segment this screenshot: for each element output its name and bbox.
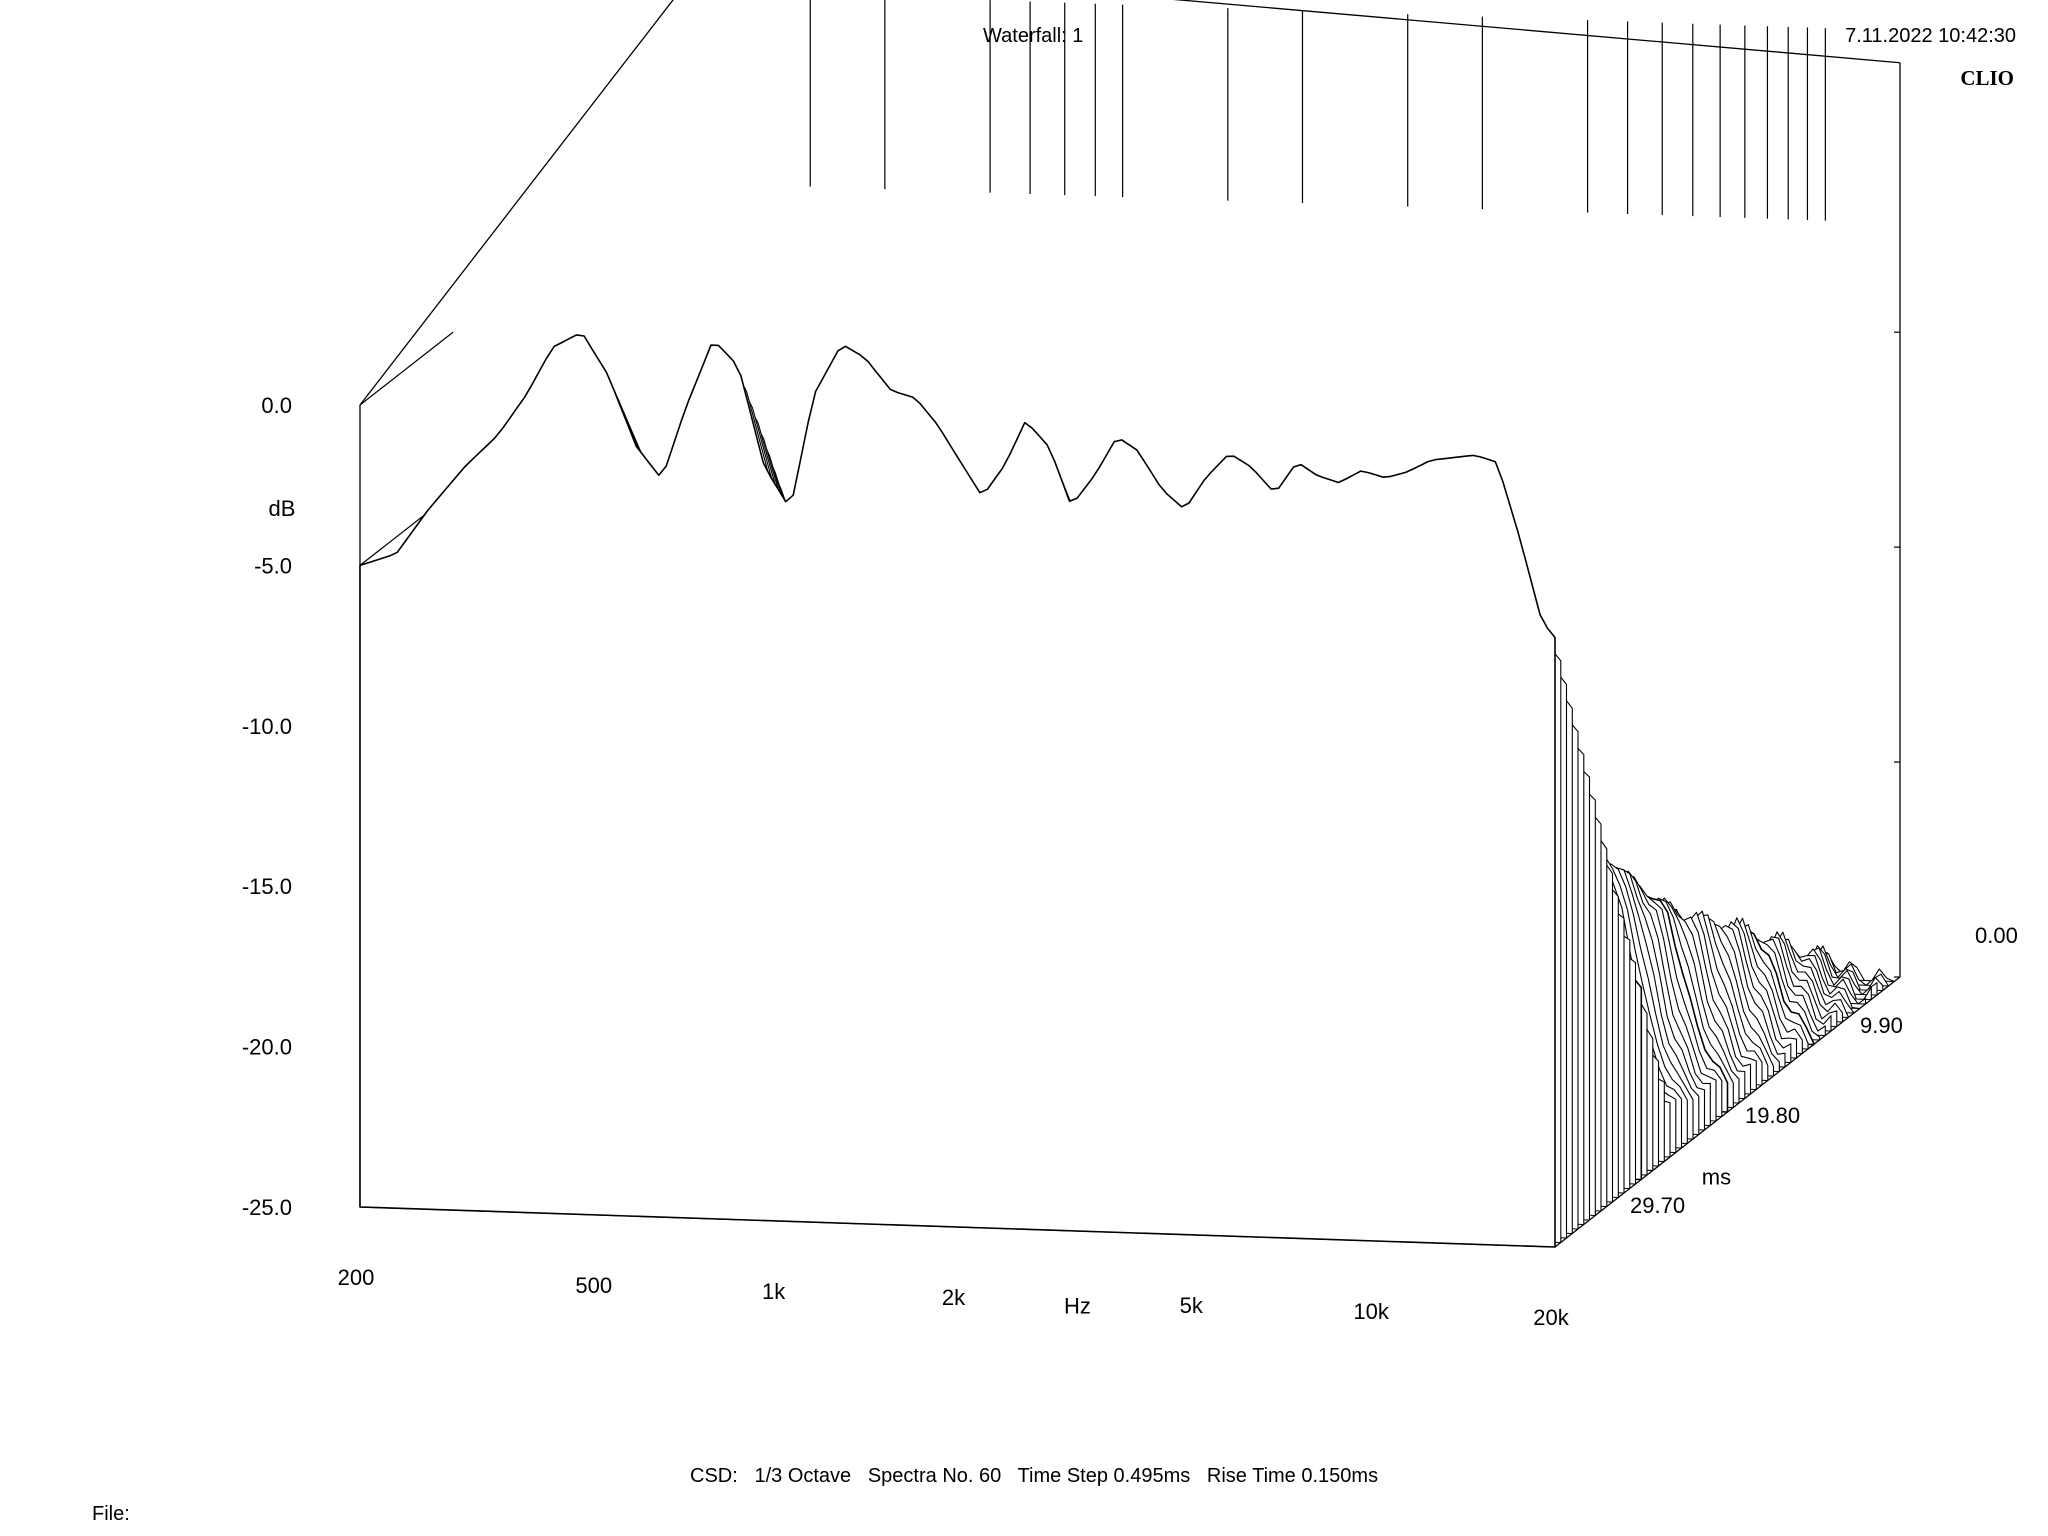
axis-labels: 0.0 -5.0 -10.0 -15.0 -20.0 -25.0 dB 200 500 1k 2k 5… bbox=[242, 393, 2018, 1330]
chart-title: Waterfall: 1 bbox=[983, 25, 1084, 47]
y-tick-label: -20.0 bbox=[242, 1035, 292, 1060]
axis-ticks bbox=[359, 0, 1900, 1208]
z-tick-label: 0.00 bbox=[1975, 923, 2018, 948]
x-tick-label: 20k bbox=[1533, 1305, 1569, 1330]
x-axis-label: Hz bbox=[1064, 1293, 1091, 1318]
y-tick-label: -15.0 bbox=[242, 874, 292, 899]
y-tick-label: -25.0 bbox=[242, 1195, 292, 1220]
measurement-settings: CSD: 1/3 Octave Spectra No. 60 Time Step… bbox=[690, 1465, 1379, 1487]
brand-logo: CLIO bbox=[1960, 66, 2014, 90]
spectra-traces bbox=[359, 334, 1895, 1248]
z-axis-label: ms bbox=[1702, 1165, 1731, 1190]
y-tick-label: 0.0 bbox=[261, 393, 292, 418]
y-tick-label: -10.0 bbox=[242, 714, 292, 739]
file-label: File: bbox=[92, 1503, 130, 1525]
y-axis-label: dB bbox=[269, 496, 296, 521]
z-tick-label: 19.80 bbox=[1745, 1103, 1800, 1128]
x-tick-label: 200 bbox=[338, 1265, 375, 1290]
spectrum-trace bbox=[359, 334, 1556, 1248]
x-tick-label: 1k bbox=[762, 1279, 786, 1304]
x-tick-label: 500 bbox=[575, 1273, 612, 1298]
x-tick-label: 10k bbox=[1353, 1299, 1389, 1324]
x-tick-label: 5k bbox=[1180, 1293, 1204, 1318]
timestamp: 7.11.2022 10:42:30 bbox=[1845, 25, 2016, 47]
y-tick-label: -5.0 bbox=[254, 553, 292, 578]
x-tick-label: 2k bbox=[942, 1285, 966, 1310]
top-left-edge bbox=[359, 0, 674, 406]
z-tick-label: 9.90 bbox=[1860, 1013, 1903, 1038]
z-tick-label: 29.70 bbox=[1630, 1193, 1685, 1218]
grid-line bbox=[359, 331, 454, 406]
